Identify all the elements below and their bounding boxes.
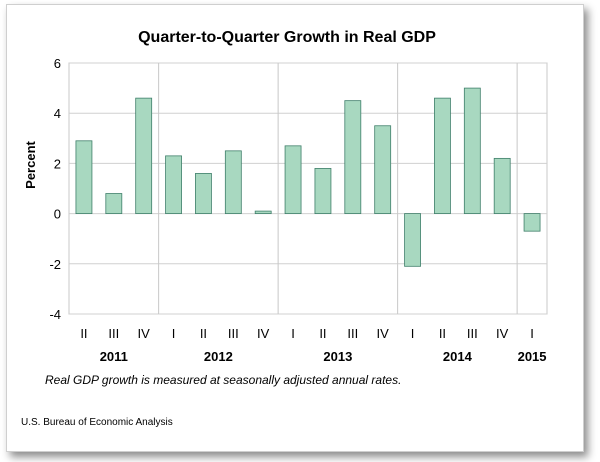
x-tick-label: II — [439, 326, 446, 341]
x-tick-label: III — [228, 326, 239, 341]
y-tick-label: -4 — [49, 307, 61, 322]
x-ticks: II III IV I II III IV I II III IV I II III IV I — [80, 326, 534, 341]
y-axis-label: Percent — [23, 140, 38, 188]
bars — [75, 87, 541, 267]
bar — [523, 213, 541, 232]
x-tick-label: II — [200, 326, 207, 341]
x-tick-label: IV — [496, 326, 509, 341]
bar — [284, 145, 302, 214]
bar — [75, 140, 93, 214]
bar — [493, 157, 511, 215]
x-tick-label: III — [347, 326, 358, 341]
bar — [195, 173, 212, 215]
bar — [254, 210, 272, 214]
bar — [434, 97, 451, 214]
bar — [314, 168, 332, 214]
gdp-chart: Quarter-to-Quarter Growth in Real GDP -4… — [21, 29, 548, 428]
footnote: Real GDP growth is measured at seasonall… — [45, 373, 401, 387]
bar — [224, 150, 242, 215]
x-tick-label: I — [172, 326, 176, 341]
x-tick-label: III — [108, 326, 119, 341]
bar — [135, 97, 153, 214]
y-tick-label: 6 — [54, 56, 61, 71]
x-tick-label: IV — [138, 326, 151, 341]
bar — [165, 155, 182, 214]
x-tick-label: I — [291, 326, 295, 341]
x-tick-label: III — [467, 326, 478, 341]
x-tick-label: IV — [377, 326, 390, 341]
bar — [374, 125, 392, 214]
x-tick-label: I — [411, 326, 415, 341]
year-label: 2014 — [443, 349, 473, 364]
year-label: 2013 — [323, 349, 352, 364]
year-label: 2015 — [518, 349, 547, 364]
y-ticks: -4 -2 0 2 4 6 — [49, 56, 61, 322]
x-tick-label: I — [530, 326, 534, 341]
year-label: 2012 — [204, 349, 233, 364]
source-credit: U.S. Bureau of Economic Analysis — [21, 417, 173, 428]
bar — [463, 87, 481, 214]
year-labels: 2011 2012 2013 2014 2015 — [100, 349, 547, 364]
x-tick-label: II — [80, 326, 87, 341]
x-tick-label: IV — [257, 326, 270, 341]
chart-frame: Quarter-to-Quarter Growth in Real GDP -4… — [6, 4, 584, 452]
y-tick-label: 0 — [54, 207, 61, 222]
x-tick-label: II — [319, 326, 326, 341]
y-tick-label: 4 — [54, 106, 61, 121]
bar — [404, 213, 421, 267]
year-label: 2011 — [100, 349, 128, 364]
y-tick-label: 2 — [54, 156, 61, 171]
bar — [105, 193, 123, 215]
bar — [344, 100, 362, 214]
y-tick-label: -2 — [49, 257, 61, 272]
chart-title: Quarter-to-Quarter Growth in Real GDP — [138, 29, 436, 46]
